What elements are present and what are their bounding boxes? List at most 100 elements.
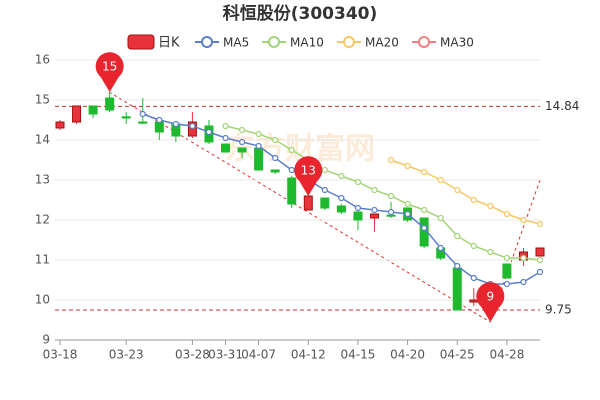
- y-tick-label: 9: [42, 333, 50, 347]
- ma-point: [536, 220, 544, 228]
- candle-body: [502, 263, 512, 279]
- ma-point: [487, 248, 494, 256]
- ma-point: [288, 146, 295, 154]
- legend-swatch: [268, 36, 280, 48]
- ma-point: [387, 192, 395, 200]
- ma-point: [503, 210, 510, 218]
- ma-point: [487, 202, 494, 210]
- y-tick-label: 16: [35, 53, 50, 67]
- candle-body: [221, 143, 231, 153]
- x-tick-label: 04-07: [241, 348, 276, 362]
- ma-point: [454, 232, 461, 240]
- ma-point: [421, 224, 428, 232]
- x-tick-label: 03-28: [175, 348, 210, 362]
- trend-line: [108, 91, 491, 323]
- ma-point: [338, 172, 345, 180]
- legend-label: MA20: [365, 36, 399, 50]
- candle-body: [88, 105, 98, 115]
- ma-point: [520, 278, 527, 286]
- ma-point: [222, 122, 229, 130]
- pin-label: 15: [102, 60, 117, 74]
- ma-point: [437, 214, 444, 222]
- ma-point: [338, 194, 345, 202]
- ma-point: [222, 134, 229, 142]
- x-tick-label: 04-25: [440, 348, 475, 362]
- x-tick-label: 04-15: [340, 348, 375, 362]
- legend-swatch: [343, 36, 355, 48]
- legend-label: MA10: [290, 36, 324, 50]
- ma-point: [238, 126, 246, 134]
- ma-point: [503, 254, 510, 262]
- x-tick-label: 04-12: [291, 348, 326, 362]
- ma-point: [536, 268, 544, 276]
- candle-body: [121, 116, 131, 119]
- ma-point: [371, 206, 378, 214]
- legend-label: MA5: [223, 36, 249, 50]
- candle-body: [72, 105, 82, 123]
- ma-point: [470, 274, 477, 282]
- x-tick-label: 03-18: [43, 348, 78, 362]
- trend-line: [489, 179, 541, 323]
- candle-body: [254, 147, 264, 171]
- x-tick-label: 03-23: [109, 348, 144, 362]
- ma-point: [437, 244, 444, 252]
- ma-point: [404, 162, 411, 170]
- ma-line: [390, 159, 541, 225]
- ma-point: [404, 200, 411, 208]
- y-tick-label: 11: [35, 253, 50, 267]
- y-tick-label: 13: [35, 173, 50, 187]
- ma-point: [437, 176, 444, 184]
- candle-body: [105, 97, 115, 111]
- x-tick-label: 03-31: [208, 348, 243, 362]
- candle-body: [287, 177, 297, 205]
- candle-body: [237, 147, 247, 153]
- legend-swatch: [201, 36, 213, 48]
- ma-point: [470, 196, 477, 204]
- x-tick-label: 04-28: [489, 348, 524, 362]
- candle-body: [154, 121, 164, 133]
- candle-body: [369, 213, 379, 219]
- candle-body: [469, 299, 479, 303]
- ma-point: [421, 206, 428, 214]
- candle-body: [535, 247, 545, 257]
- x-tick-label: 04-20: [390, 348, 425, 362]
- reference-label: 9.75: [545, 303, 572, 317]
- ma-point: [321, 186, 328, 194]
- ma-point: [172, 120, 179, 128]
- y-tick-label: 14: [35, 133, 50, 147]
- ma-point: [387, 156, 395, 164]
- ma-point: [288, 166, 295, 174]
- ma-point: [387, 208, 395, 216]
- legend-label: 日K: [158, 36, 180, 51]
- ma-point: [470, 242, 477, 250]
- ma-point: [371, 186, 378, 194]
- ma-point: [520, 254, 527, 262]
- pin-label: 13: [301, 164, 316, 178]
- candle-body: [303, 195, 313, 211]
- chart-title: 科恒股份(300340): [223, 3, 378, 24]
- ma-point: [454, 186, 461, 194]
- ma-point: [404, 210, 411, 218]
- ma-point: [189, 122, 196, 130]
- candle-body: [270, 169, 280, 173]
- candle-body: [320, 197, 330, 209]
- y-tick-label: 12: [35, 213, 50, 227]
- ma-point: [321, 166, 328, 174]
- pin-label: 9: [487, 290, 495, 304]
- ma-point: [272, 154, 279, 162]
- ma-point: [421, 168, 428, 176]
- ma-point: [354, 204, 362, 212]
- ma-point: [205, 128, 213, 136]
- candle-body: [452, 267, 462, 311]
- candle-body: [55, 121, 65, 129]
- ma-point: [536, 256, 544, 264]
- ma-point: [156, 116, 163, 124]
- candle-body: [138, 121, 148, 124]
- y-tick-label: 10: [35, 293, 50, 307]
- pin-marker: [476, 282, 505, 322]
- candle-body: [386, 214, 396, 217]
- ma-point: [503, 280, 510, 288]
- ma-point: [238, 138, 246, 146]
- legend-swatch: [418, 36, 430, 48]
